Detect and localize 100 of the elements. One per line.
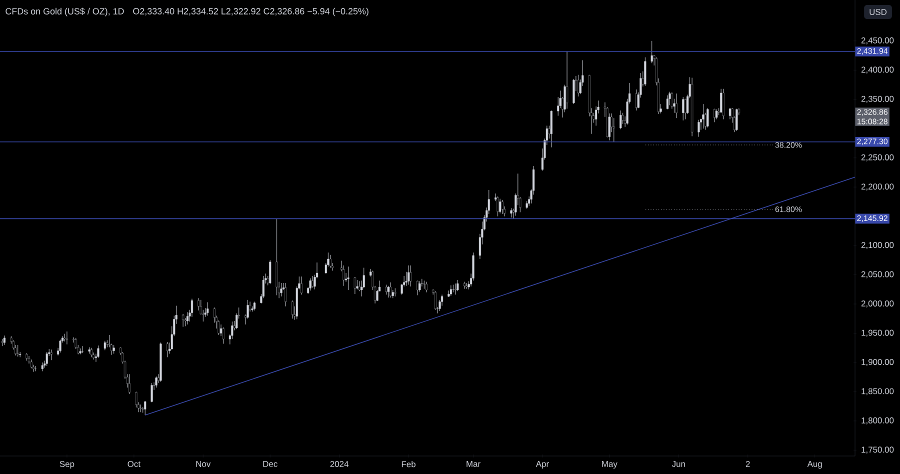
candlestick	[612, 118, 615, 142]
x-tick-label: Aug	[807, 461, 822, 469]
candlestick	[347, 266, 350, 290]
y-tick-label: 2,400.00	[861, 66, 894, 74]
y-tick-label: 1,800.00	[862, 417, 894, 424]
candlestick	[713, 108, 716, 122]
candlestick	[50, 349, 52, 360]
y-tick-label: 1,750.00	[862, 446, 894, 454]
y-tick-label: 2,450.00	[861, 37, 894, 44]
x-tick-label: Apr	[536, 461, 549, 469]
candlestick	[150, 382, 153, 402]
candlestick	[82, 346, 84, 354]
candlestick	[635, 89, 638, 111]
candlestick	[46, 352, 48, 366]
candlestick	[682, 96, 684, 121]
candlestick	[329, 254, 332, 268]
candlestick	[182, 314, 184, 328]
candlestick	[418, 280, 421, 292]
candlestick	[202, 310, 204, 322]
y-tick-label: 2,250.00	[861, 154, 894, 162]
candlestick	[650, 40, 653, 64]
candlestick	[698, 120, 700, 138]
candlestick	[128, 374, 131, 394]
candlestick	[198, 298, 200, 311]
candlestick	[706, 108, 709, 128]
x-tick-label: 2024	[330, 461, 348, 468]
candlestick	[577, 74, 580, 97]
y-axis-title: USD	[870, 9, 887, 15]
candlestick	[144, 400, 146, 416]
candlestick	[666, 95, 669, 110]
candlestick	[572, 78, 575, 104]
candlestick	[496, 196, 499, 217]
candlestick	[166, 342, 168, 358]
candlestick	[550, 110, 552, 148]
y-tick-label: 2,100.00	[861, 242, 894, 250]
candlestick	[59, 339, 62, 353]
text: O2,333.40 H2,334.52 L2,322.92 C2,326.86 −5.94 (−0.25%)	[133, 8, 368, 16]
y-tick-label: 1,950.00	[862, 330, 894, 337]
candlestick	[410, 265, 412, 287]
candlestick	[16, 344, 19, 357]
candlestick	[452, 284, 454, 293]
candlestick	[425, 282, 428, 293]
candlestick	[387, 286, 390, 298]
y-tick-label: 2,350.00	[861, 96, 894, 103]
candlestick	[300, 276, 302, 295]
candlestick	[280, 282, 282, 297]
candlestick	[499, 198, 502, 214]
candlestick	[284, 282, 287, 307]
candlestick	[675, 93, 678, 118]
candlestick	[684, 98, 686, 120]
candlestick	[722, 88, 724, 120]
candlestick	[390, 282, 392, 298]
candlestick	[501, 200, 504, 214]
candlestick	[716, 109, 718, 120]
candlestick	[97, 345, 100, 358]
candlestick	[269, 260, 272, 284]
candlestick	[135, 391, 138, 408]
y-tick-label: 1,900.00	[862, 358, 894, 366]
candlestick	[312, 276, 314, 288]
candlestick	[454, 283, 456, 295]
x-tick-label: Feb	[402, 461, 416, 468]
candlestick	[3, 335, 6, 346]
text: CFDs on Gold (US$ / OZ), 1D	[6, 8, 124, 16]
y-tick-label: 1,850.00	[862, 388, 894, 396]
x-tick-label: Sep	[60, 461, 74, 469]
x-tick-label: 2	[746, 461, 750, 467]
candlestick	[354, 276, 356, 294]
candlestick	[450, 285, 452, 296]
candlestick	[186, 312, 189, 325]
candlestick	[456, 280, 459, 292]
candlestick	[434, 290, 436, 310]
candlestick	[736, 108, 738, 132]
x-tick-label: Mar	[466, 461, 480, 467]
candlestick	[466, 282, 468, 290]
candlestick	[407, 265, 410, 285]
x-tick-label: Nov	[196, 461, 211, 467]
candlestick	[566, 51, 568, 109]
y-tick-label: 2,200.00	[861, 184, 894, 191]
candlestick	[206, 302, 209, 316]
x-tick-label: Jun	[672, 461, 685, 467]
candlestick	[644, 57, 646, 86]
x-tick-label: May	[602, 461, 618, 469]
candlestick	[728, 108, 732, 120]
x-tick-label: Oct	[128, 461, 140, 468]
candlestick	[34, 366, 37, 372]
y-tick-label: 2,000.00	[861, 300, 894, 308]
y-tick-label: 2,050.00	[861, 271, 894, 278]
candlestick	[222, 327, 224, 344]
candlestick	[104, 340, 106, 350]
candlestick	[190, 298, 194, 318]
candlestick	[702, 104, 704, 129]
candlestick	[668, 92, 671, 106]
candlestick	[510, 208, 512, 218]
candlestick	[309, 278, 312, 291]
candlestick	[416, 280, 418, 296]
candlestick	[620, 110, 622, 130]
candlestick	[291, 300, 294, 319]
candlestick	[385, 284, 388, 295]
x-tick-label: Dec	[263, 461, 278, 467]
candlestick	[155, 376, 158, 388]
